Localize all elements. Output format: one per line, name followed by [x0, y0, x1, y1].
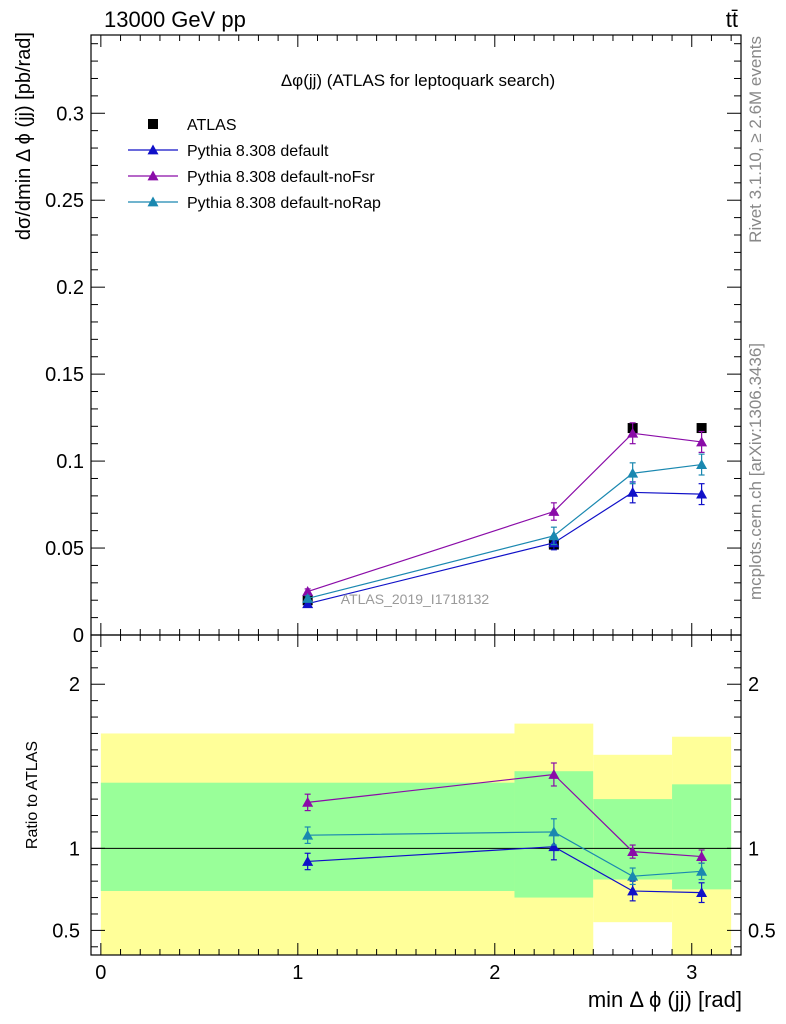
ratio-point-0-0 — [302, 855, 314, 866]
main-y-tick-label-0: 0 — [73, 625, 84, 647]
main-point-2-3 — [696, 436, 708, 447]
legend-label-1: Pythia 8.308 default — [187, 143, 329, 160]
x-tick-label-3: 3 — [686, 962, 697, 984]
legend-entry-3: Pythia 8.308 default-noRap — [128, 195, 381, 212]
ratio-point-1-1 — [548, 768, 560, 779]
legend-label-2: Pythia 8.308 default-noFsr — [187, 169, 375, 186]
mcplots-reference-label: mcplots.cern.ch [arXiv:1306.3436] — [746, 343, 765, 600]
ratio-point-0-1 — [548, 841, 560, 852]
ratio-point-1-3 — [696, 851, 708, 861]
main-point-3-1 — [548, 530, 560, 541]
main-series-3 — [302, 453, 708, 603]
main-series-line-2 — [307, 432, 702, 593]
header-process-label: tt̄ — [726, 7, 738, 32]
ratio-y-axis-label: Ratio to ATLAS — [24, 741, 41, 849]
ratio-point-2-2 — [627, 870, 639, 881]
legend-entry-1: Pythia 8.308 default — [128, 143, 329, 160]
main-series-line-3 — [307, 463, 702, 600]
chart-series-layer — [302, 422, 708, 904]
chart-title: Δφ(jj) (ATLAS for leptoquark search) — [281, 71, 555, 90]
x-tick-label-1: 1 — [292, 962, 303, 984]
legend-label-0: ATLAS — [187, 117, 237, 134]
main-y-tick-label-1: 0.05 — [45, 538, 84, 560]
analysis-watermark: ATLAS_2019_I1718132 — [341, 591, 490, 607]
x-tick-label-0: 0 — [95, 962, 106, 984]
legend-label-3: Pythia 8.308 default-noRap — [187, 195, 381, 212]
ratio-y-tick-label-left-0: 0.5 — [52, 920, 80, 942]
main-y-tick-label-4: 0.2 — [56, 277, 84, 299]
ratio-y-tick-label-right-1: 1 — [748, 838, 759, 860]
main-point-1-2 — [627, 486, 639, 497]
ratio-point-2-0 — [302, 829, 314, 840]
main-point-3-0 — [302, 592, 314, 603]
main-y-tick-label-5: 0.25 — [45, 190, 84, 212]
main-point-2-2 — [627, 427, 639, 438]
ratio-series-line-0 — [307, 846, 702, 894]
legend-entry-0: ATLAS — [148, 117, 237, 134]
legend-marker-3 — [147, 196, 159, 207]
main-point-1-3 — [696, 488, 708, 499]
main-series-0 — [302, 423, 707, 606]
legend: ATLAS Pythia 8.308 default Pythia 8.308 de… — [128, 117, 381, 212]
ratio-series-line-2 — [307, 831, 702, 877]
main-point-0-3 — [696, 423, 707, 434]
ratio-y-tick-label-left-1: 1 — [69, 838, 80, 860]
legend-marker-2 — [147, 170, 159, 181]
ratio-series-2 — [302, 818, 708, 886]
ratio-point-2-3 — [696, 865, 708, 876]
rivet-version-label: Rivet 3.1.10, ≥ 2.6M events — [746, 36, 765, 243]
main-series-2 — [302, 422, 708, 596]
main-series-line-1 — [307, 491, 702, 605]
main-y-tick-label-6: 0.3 — [56, 103, 84, 125]
ratio-point-0-2 — [627, 885, 639, 896]
header-energy-label: 13000 GeV pp — [104, 7, 246, 32]
chart-axes: 0 1 2 3 0 0.05 0.1 0.15 0.2 0.25 0.3 0.5 0.5 1 1 2 2 — [45, 34, 776, 984]
main-y-tick-label-2: 0.1 — [56, 451, 84, 473]
ratio-y-tick-label-right-0: 0.5 — [748, 920, 776, 942]
main-y-axis-label: dσ/dmin Δ ϕ (jj) [pb/rad] — [13, 32, 35, 240]
main-point-2-1 — [548, 506, 560, 516]
ratio-band-inner-2 — [593, 799, 673, 880]
legend-marker-0 — [148, 119, 158, 129]
main-point-2-0 — [302, 586, 314, 596]
main-point-3-3 — [696, 459, 708, 469]
ratio-series-line-1 — [307, 773, 702, 858]
main-point-3-2 — [627, 467, 639, 478]
legend-entry-2: Pythia 8.308 default-noFsr — [128, 169, 375, 186]
x-axis-label: min Δ ϕ (jj) [rad] — [588, 987, 742, 1012]
ratio-point-0-3 — [696, 887, 708, 898]
ratio-point-1-2 — [627, 846, 639, 857]
x-tick-label-2: 2 — [489, 962, 500, 984]
ratio-y-tick-label-left-2: 2 — [69, 674, 80, 696]
ratio-y-tick-label-right-2: 2 — [748, 674, 759, 696]
ratio-point-2-1 — [548, 826, 560, 837]
legend-marker-1 — [147, 144, 159, 155]
ratio-point-1-0 — [302, 796, 314, 807]
ratio-uncertainty-bands — [100, 723, 732, 955]
main-point-1-0 — [302, 598, 314, 609]
main-series-1 — [302, 481, 708, 609]
ratio-series-1 — [302, 762, 708, 864]
main-y-tick-label-3: 0.15 — [45, 364, 84, 386]
